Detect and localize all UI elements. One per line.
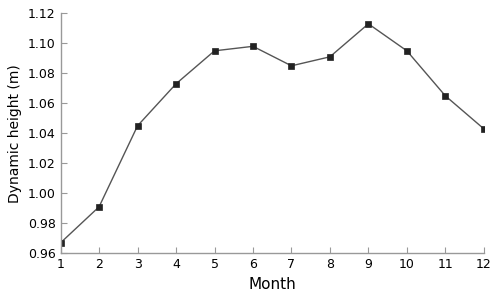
Y-axis label: Dynamic height (m): Dynamic height (m) bbox=[8, 64, 22, 203]
X-axis label: Month: Month bbox=[248, 277, 296, 292]
